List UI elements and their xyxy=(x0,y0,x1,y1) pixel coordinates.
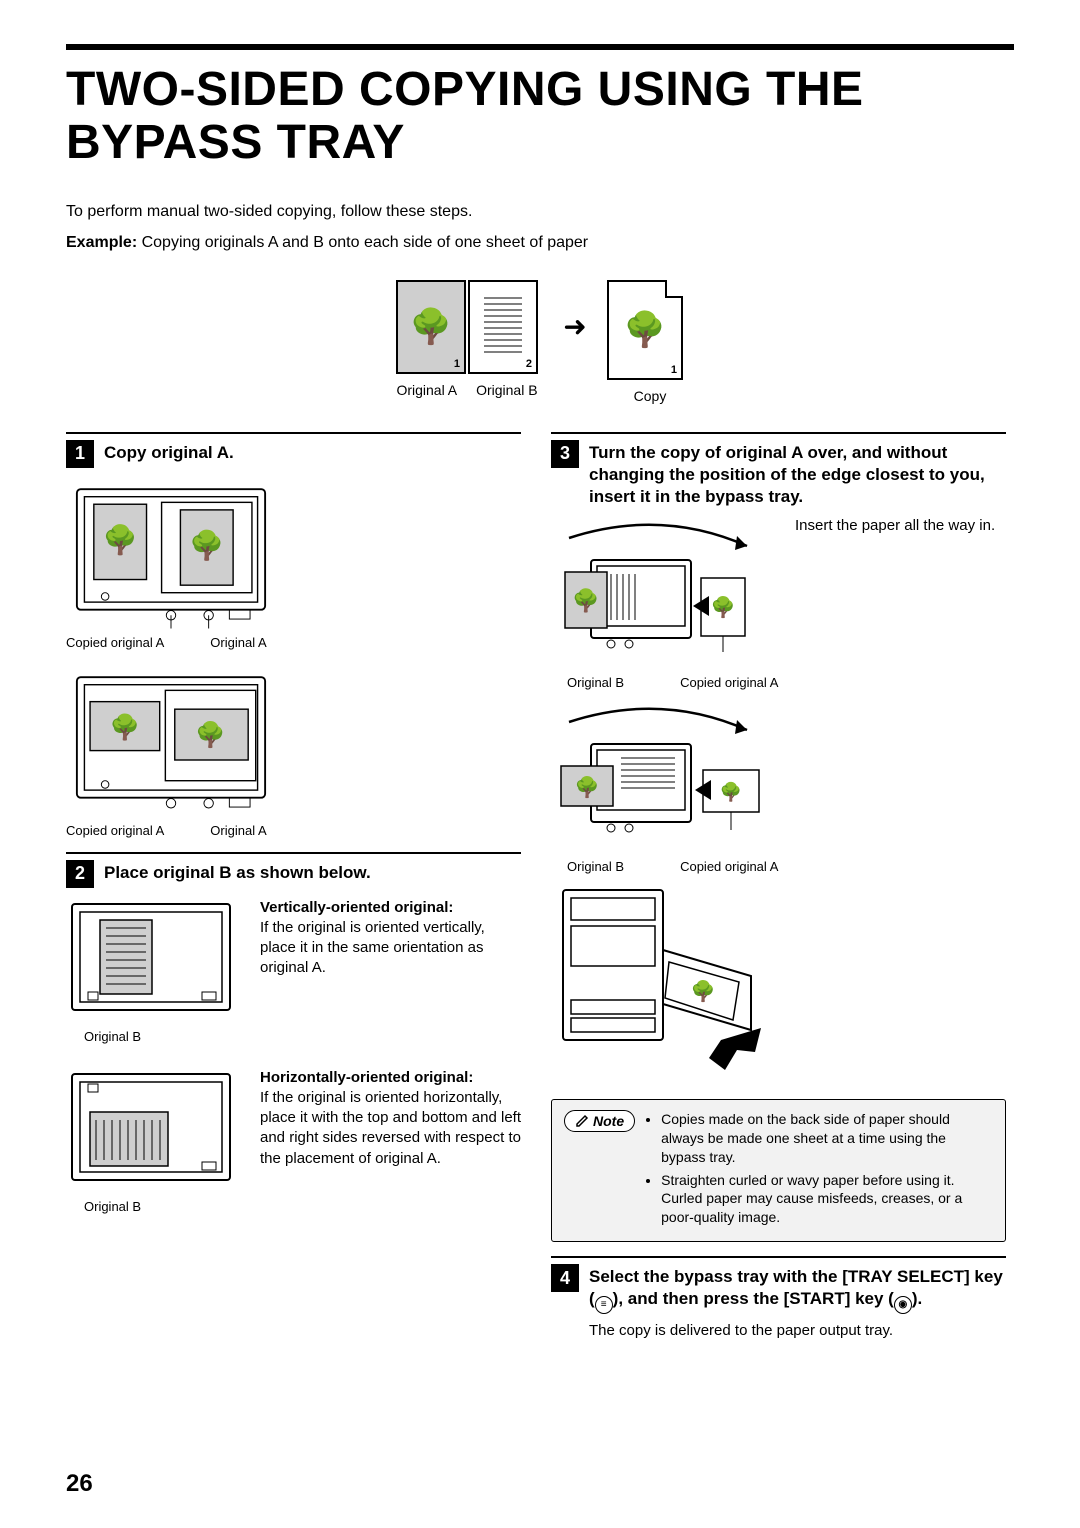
example-line: Example: Copying originals A and B onto … xyxy=(66,234,1014,252)
step-number: 2 xyxy=(66,860,94,888)
page-fold-icon xyxy=(665,280,683,298)
step3-row2: 🌳 🌳 Original B Copi xyxy=(551,700,1006,874)
note-box: Note Copies made on the back side of pap… xyxy=(551,1099,1006,1242)
svg-text:🌳: 🌳 xyxy=(720,781,742,802)
step2-horizontal-text: Horizontally-oriented original: If the o… xyxy=(260,1068,521,1214)
note-bullet-1: Copies made on the back side of paper sh… xyxy=(661,1110,993,1167)
cap-orig-b-vert: Original B xyxy=(66,1029,246,1044)
cap-copied-a-4: Copied original A xyxy=(680,859,778,874)
tree-icon: 🌳 xyxy=(410,310,452,344)
horiz-heading: Horizontally-oriented original: xyxy=(260,1068,521,1088)
cap-orig-b-3: Original B xyxy=(567,675,624,690)
svg-text:🌳: 🌳 xyxy=(575,775,600,799)
note-bullet-2: Straighten curled or wavy paper before u… xyxy=(661,1171,993,1228)
orig-b-num: 2 xyxy=(526,358,532,370)
cap-copied-a-2: Copied original A xyxy=(66,823,164,838)
scanner-horizontal-illustration xyxy=(66,1068,236,1198)
intro-text: To perform manual two-sided copying, fol… xyxy=(66,200,1014,224)
svg-text:🌳: 🌳 xyxy=(103,522,138,556)
step1-title: Copy original A. xyxy=(104,440,234,464)
step-rule xyxy=(551,1256,1006,1258)
step-rule xyxy=(66,852,521,854)
cap-orig-b-horiz: Original B xyxy=(66,1199,246,1214)
step3-insert-text: Insert the paper all the way in. xyxy=(795,516,995,690)
vert-heading: Vertically-oriented original: xyxy=(260,898,521,918)
step3-title: Turn the copy of original A over, and wi… xyxy=(589,440,1006,508)
originals-wrap: 🌳 1 2 Original A Original B xyxy=(387,280,547,398)
svg-text:🌳: 🌳 xyxy=(572,587,599,613)
bypass-tray-illustration: 🌳 xyxy=(551,880,771,1080)
bypass-horizontal-illustration: 🌳 🌳 xyxy=(551,700,781,860)
step-number: 1 xyxy=(66,440,94,468)
start-key-icon: ◉ xyxy=(894,1296,912,1314)
original-b-box: 2 xyxy=(468,280,538,374)
top-figure-row: 🌳 1 2 Original A Original B ➜ xyxy=(66,280,1014,404)
copy-box: 🌳 1 xyxy=(607,280,683,380)
step2-vertical-row: Original B Vertically-oriented original:… xyxy=(66,898,521,1044)
step2-head: 2 Place original B as shown below. xyxy=(66,860,521,888)
step2-horizontal-row: Original B Horizontally-oriented origina… xyxy=(66,1068,521,1214)
step4-text-b: ), and then press the [START] key ( xyxy=(613,1289,894,1308)
right-column: 3 Turn the copy of original A over, and … xyxy=(551,432,1006,1339)
cap-copied-a: Copied original A xyxy=(66,635,164,650)
horiz-body: If the original is oriented horizontally… xyxy=(260,1088,521,1169)
copy-wrap: 🌳 1 Copy xyxy=(607,280,693,404)
svg-text:🌳: 🌳 xyxy=(691,979,716,1003)
note-label-pill: Note xyxy=(564,1110,635,1132)
example-text: Copying originals A and B onto each side… xyxy=(137,234,588,251)
top-rule xyxy=(66,44,1014,50)
tray-select-key-icon: ≡ xyxy=(595,1296,613,1314)
step2-vertical-text: Vertically-oriented original: If the ori… xyxy=(260,898,521,1044)
manual-page: TWO-SIDED COPYING USING THE BYPASS TRAY … xyxy=(0,0,1080,1528)
step3-head: 3 Turn the copy of original A over, and … xyxy=(551,440,1006,508)
note-label: Note xyxy=(593,1113,624,1129)
step-number: 4 xyxy=(551,1264,579,1292)
step3-row1: 🌳 🌳 Original B xyxy=(551,516,1006,690)
page-number: 26 xyxy=(66,1470,93,1498)
example-label: Example: xyxy=(66,234,137,251)
lines-icon xyxy=(478,292,528,362)
cap-copy: Copy xyxy=(607,388,693,404)
content-columns: 1 Copy original A. 🌳 🌳 xyxy=(66,432,1014,1339)
step1-head: 1 Copy original A. xyxy=(66,440,521,468)
step4-head: 4 Select the bypass tray with the [TRAY … xyxy=(551,1264,1006,1314)
step-number: 3 xyxy=(551,440,579,468)
orig-a-num: 1 xyxy=(454,358,460,370)
arrow-icon: ➜ xyxy=(555,310,595,343)
cap-original-a: Original A xyxy=(396,382,457,398)
svg-text:🌳: 🌳 xyxy=(110,712,140,741)
svg-text:🌳: 🌳 xyxy=(189,528,224,562)
copier-horizontal-illustration: 🌳 🌳 xyxy=(66,664,276,824)
step4-title: Select the bypass tray with the [TRAY SE… xyxy=(589,1264,1006,1314)
cap-orig-b-4: Original B xyxy=(567,859,624,874)
cap-original-b: Original B xyxy=(476,382,537,398)
svg-text:🌳: 🌳 xyxy=(711,595,736,619)
copy-num: 1 xyxy=(671,364,677,376)
tree-icon: 🌳 xyxy=(624,313,666,347)
cap-copied-a-3: Copied original A xyxy=(680,675,778,690)
step2-title: Place original B as shown below. xyxy=(104,860,371,884)
step-rule xyxy=(551,432,1006,434)
pencil-icon xyxy=(575,1114,589,1128)
vert-body: If the original is oriented vertically, … xyxy=(260,918,521,979)
step-rule xyxy=(66,432,521,434)
bypass-vertical-illustration: 🌳 🌳 xyxy=(551,516,781,676)
page-title: TWO-SIDED COPYING USING THE BYPASS TRAY xyxy=(66,64,1014,170)
scanner-vertical-illustration xyxy=(66,898,236,1028)
step4-desc: The copy is delivered to the paper outpu… xyxy=(589,1322,1006,1339)
copier-vertical-illustration: 🌳 🌳 xyxy=(66,476,276,636)
left-column: 1 Copy original A. 🌳 🌳 xyxy=(66,432,521,1339)
svg-text:🌳: 🌳 xyxy=(195,720,225,749)
note-list: Copies made on the back side of paper sh… xyxy=(647,1110,993,1231)
cap-orig-a: Original A xyxy=(210,635,266,650)
step4-text-c: ). xyxy=(912,1289,922,1308)
cap-orig-a-2: Original A xyxy=(210,823,266,838)
original-a-box: 🌳 1 xyxy=(396,280,466,374)
